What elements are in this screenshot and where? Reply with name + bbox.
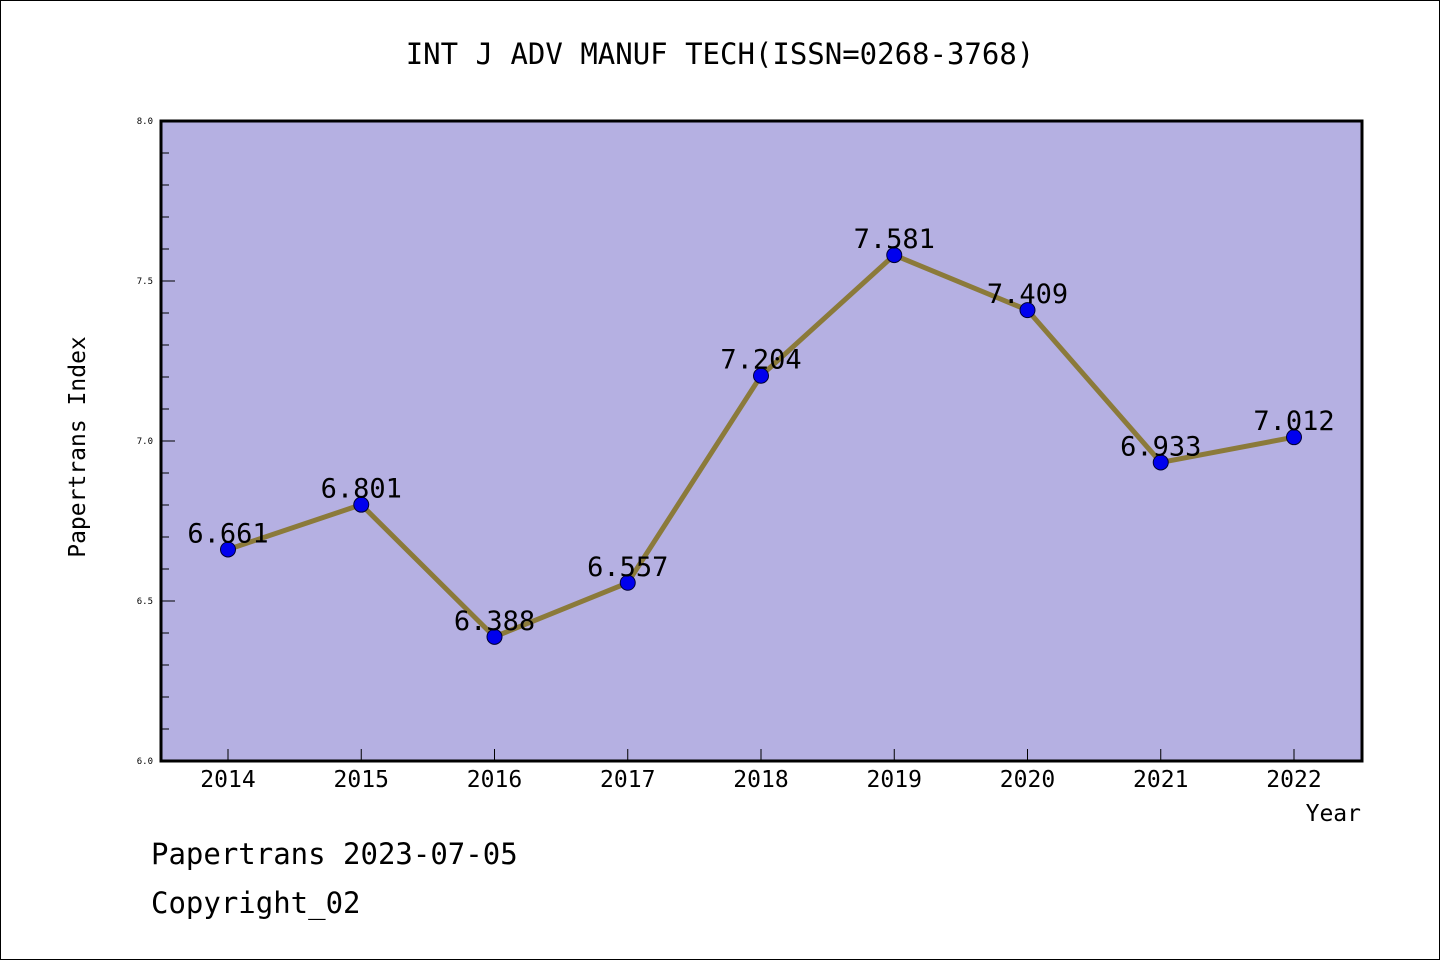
x-tick-label: 2021 xyxy=(1133,767,1188,793)
data-point xyxy=(486,628,503,645)
data-label: 6.557 xyxy=(587,552,668,583)
plot-border xyxy=(159,119,1364,763)
x-tick-label: 2014 xyxy=(200,767,255,793)
plot-area xyxy=(161,121,1362,761)
data-point xyxy=(619,574,636,591)
data-label: 6.933 xyxy=(1120,431,1201,462)
x-tick-label: 2018 xyxy=(733,767,788,793)
y-axis: 6.0 6.5 7.0 7.5 8.0 xyxy=(137,117,175,767)
x-tick-label: 2022 xyxy=(1266,767,1321,793)
data-point xyxy=(1019,302,1036,319)
data-label: 6.801 xyxy=(321,474,402,505)
x-tick-label: 2015 xyxy=(334,767,389,793)
data-label: 6.388 xyxy=(454,606,535,637)
data-label: 7.581 xyxy=(854,224,935,255)
footer-date: Papertrans 2023-07-05 xyxy=(151,837,518,871)
y-tick-label: 6.5 xyxy=(137,597,153,607)
data-point xyxy=(886,247,903,264)
data-point xyxy=(753,367,769,384)
data-label: 7.012 xyxy=(1253,406,1334,437)
y-tick-label: 7.0 xyxy=(137,437,153,447)
data-point xyxy=(353,496,370,513)
data-points xyxy=(220,247,1302,645)
x-tick-label: 2019 xyxy=(867,767,922,793)
data-labels: 6.661 6.801 6.388 6.557 7.204 7.581 7.409 6.933… xyxy=(187,224,1334,637)
x-tick-label: 2016 xyxy=(467,767,522,793)
data-label: 6.661 xyxy=(187,518,268,549)
data-point xyxy=(1286,429,1302,446)
chart-title: INT J ADV MANUF TECH(ISSN=0268-3768) xyxy=(405,37,1035,71)
data-point xyxy=(1152,454,1169,471)
x-axis-label: Year xyxy=(1306,801,1361,827)
y-tick-label: 8.0 xyxy=(137,117,153,127)
data-point xyxy=(220,541,236,558)
y-tick-label: 6.0 xyxy=(137,757,153,767)
data-label: 7.204 xyxy=(720,345,801,376)
y-axis-label: Papertrans Index xyxy=(65,336,91,558)
x-axis: 2014 2015 2016 2017 2018 2019 2020 2021 2022 xyxy=(200,749,1322,793)
y-tick-label: 7.5 xyxy=(137,277,153,287)
footer-copyright: Copyright_02 xyxy=(151,886,361,920)
x-tick-label: 2020 xyxy=(1000,767,1055,793)
x-tick-label: 2017 xyxy=(600,767,655,793)
data-label: 7.409 xyxy=(987,279,1068,310)
